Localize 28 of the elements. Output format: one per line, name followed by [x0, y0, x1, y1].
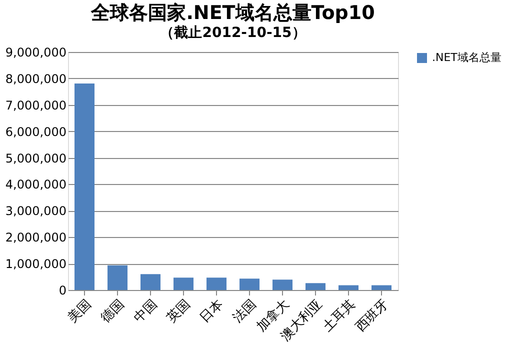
y-tick-label: 2,000,000 [5, 230, 66, 245]
chart-subtitle: （截止2012-10-15） [160, 25, 306, 41]
x-tick-label: 德国 [98, 296, 128, 326]
chart-title: 全球各国家.NET域名总量Top10 [90, 2, 375, 24]
y-tick-label: 1,000,000 [5, 257, 66, 272]
y-tick-label: 3,000,000 [5, 204, 66, 218]
y-tick-label: 7,000,000 [5, 98, 66, 112]
bar [240, 278, 260, 290]
y-tick-label: 4,000,000 [5, 178, 66, 192]
y-tick-label: 9,000,000 [5, 46, 66, 60]
bar [372, 285, 392, 290]
x-tick-label: 美国 [64, 296, 94, 326]
bar [140, 274, 160, 290]
bar [206, 278, 226, 290]
x-tick-label: 英国 [164, 296, 194, 326]
x-tick-label: 日本 [197, 296, 226, 326]
bar [108, 265, 128, 290]
y-tick-label: 8,000,000 [5, 72, 66, 86]
bar [174, 278, 194, 290]
bar [272, 280, 292, 290]
x-tick-label: 中国 [131, 296, 160, 326]
y-tick-label: 0 [58, 284, 66, 298]
bar [74, 83, 94, 290]
bar [338, 285, 358, 290]
legend-label: .NET域名总量 [432, 51, 502, 64]
y-tick-label: 5,000,000 [5, 151, 66, 166]
bar [306, 283, 326, 290]
y-tick-label: 6,000,000 [5, 124, 66, 139]
